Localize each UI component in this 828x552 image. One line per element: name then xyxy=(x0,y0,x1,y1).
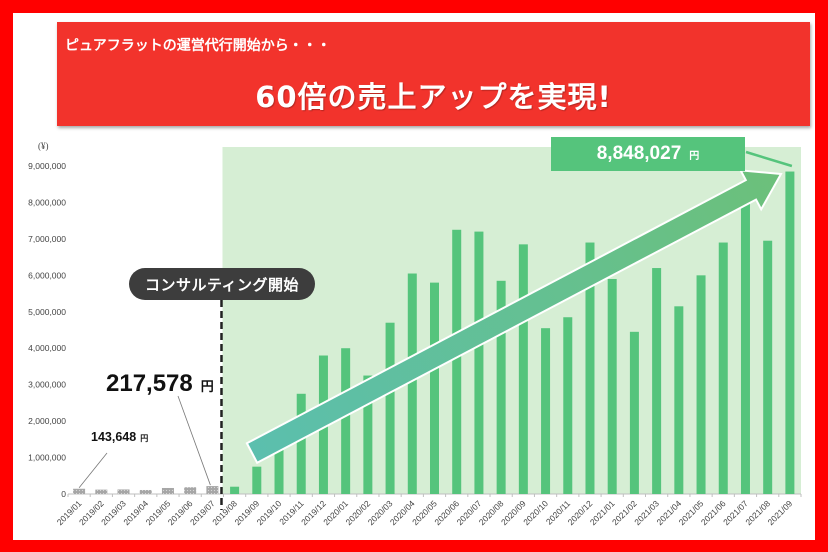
y-tick-label: 5,000,000 xyxy=(28,307,66,317)
y-tick-label: 8,000,000 xyxy=(28,197,66,207)
bar-2020-02 xyxy=(363,375,373,494)
yen-unit: 円 xyxy=(140,434,149,443)
y-tick-label: 0 xyxy=(61,489,66,499)
bar-2021-01 xyxy=(607,278,617,494)
consulting-start-label: コンサルティング開始 xyxy=(129,268,315,300)
bar-2019-11 xyxy=(296,393,306,494)
bar-2020-06 xyxy=(452,229,462,494)
growth-arrow-icon xyxy=(245,169,783,465)
yen-unit: 円 xyxy=(689,150,700,162)
bar-2021-05 xyxy=(696,275,706,494)
first-month-value: 143,648 xyxy=(91,430,137,444)
bar-2019-10 xyxy=(274,444,284,494)
y-tick-label: 3,000,000 xyxy=(28,380,66,390)
bar-2020-07 xyxy=(474,231,484,494)
bar-2019-06 xyxy=(184,487,197,494)
y-tick-label: 6,000,000 xyxy=(28,270,66,280)
bar-2021-02 xyxy=(629,331,639,494)
bar-2021-08 xyxy=(763,240,773,494)
bar-2020-04 xyxy=(407,273,417,494)
final-value-badge: 8,848,027 円 xyxy=(551,137,745,171)
bar-2021-09 xyxy=(785,171,795,494)
yen-unit: 円 xyxy=(200,379,214,394)
final-value: 8,848,027 xyxy=(596,143,682,164)
headline-banner: ピュアフラットの運営代行開始から・・・ 60倍の売上アップを実現! xyxy=(57,22,810,126)
bar-2020-12 xyxy=(585,242,595,494)
bar-2021-03 xyxy=(652,268,662,494)
bar-2019-09 xyxy=(252,466,262,494)
bar-2020-09 xyxy=(518,244,528,494)
bar-2019-05 xyxy=(161,487,174,494)
pre-consulting-callout: 217,578 円 xyxy=(106,370,214,398)
pre-consulting-value: 217,578 xyxy=(106,370,193,397)
bar-2021-06 xyxy=(718,242,728,494)
x-tick-label: 2021/09 xyxy=(766,498,795,527)
y-tick-label: 1,000,000 xyxy=(28,453,66,463)
bar-2021-07 xyxy=(740,182,750,494)
bar-2020-05 xyxy=(430,282,439,494)
bar-2020-10 xyxy=(541,328,551,494)
bar-2019-03 xyxy=(117,489,130,494)
bar-2020-08 xyxy=(496,280,506,494)
bar-2021-04 xyxy=(674,306,684,494)
y-tick-label: 9,000,000 xyxy=(28,161,66,171)
bar-2019-04 xyxy=(139,489,152,494)
bar-2020-03 xyxy=(385,322,395,494)
bar-2019-01 xyxy=(73,488,86,494)
bar-2019-07 xyxy=(206,486,219,494)
first-month-callout: 143,648 円 xyxy=(91,428,148,446)
banner-headline: 60倍の売上アップを実現! xyxy=(255,80,612,114)
y-tick-label: 2,000,000 xyxy=(28,416,66,426)
bar-2019-08 xyxy=(230,486,240,494)
bar-2020-11 xyxy=(563,317,573,494)
y-tick-label: 4,000,000 xyxy=(28,343,66,353)
y-tick-label: 7,000,000 xyxy=(28,234,66,244)
banner-subtitle: ピュアフラットの運営代行開始から・・・ xyxy=(65,38,331,54)
y-axis-unit: (¥) xyxy=(38,141,49,151)
bar-2019-02 xyxy=(95,489,108,494)
bar-2020-01 xyxy=(341,348,351,494)
